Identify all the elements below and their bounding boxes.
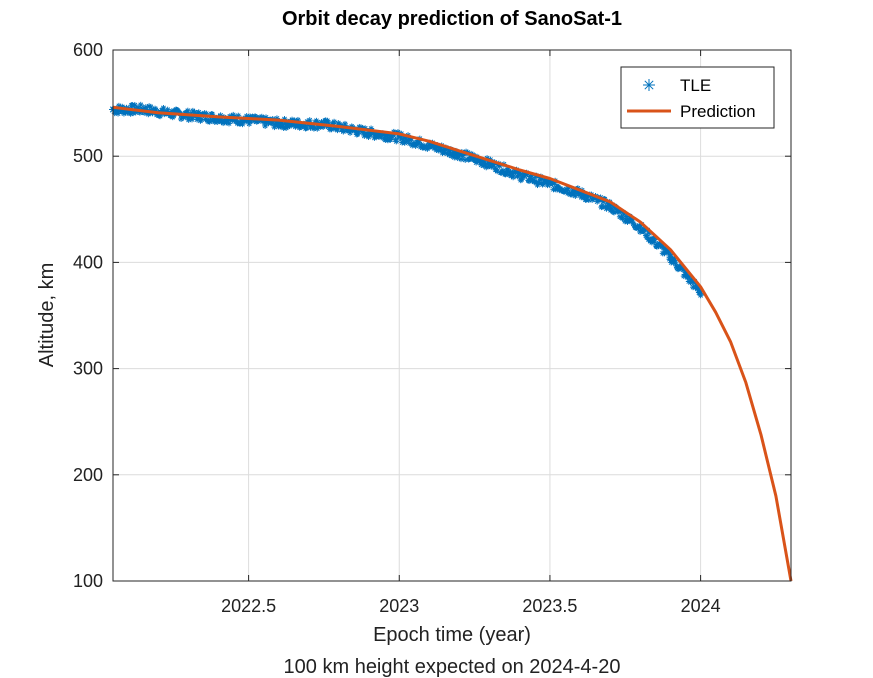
tle-point	[425, 141, 434, 150]
legend-label-prediction: Prediction	[680, 102, 756, 121]
tle-point	[515, 171, 524, 180]
axis-ticks: 2022.5 2023 2023.5 2024 100 200 300 400 500 600	[73, 40, 791, 616]
y-tick-label: 600	[73, 40, 103, 60]
legend-tle-asterisk-icon	[643, 79, 655, 91]
legend-tle-marker	[643, 79, 655, 91]
legend-box	[620, 66, 775, 129]
plot-area	[113, 50, 791, 581]
series-prediction-line	[112, 105, 793, 582]
y-tick-label: 300	[73, 359, 103, 379]
tle-point	[331, 118, 338, 125]
y-tick-label: 500	[73, 146, 103, 166]
series-layer	[109, 101, 793, 582]
x-axis-label: Epoch time (year)	[373, 624, 531, 646]
x-tick-label: 2023	[379, 596, 419, 616]
tle-point	[184, 107, 191, 114]
tle-point	[672, 259, 679, 266]
chart-title: Orbit decay prediction of SanoSat-1	[282, 8, 622, 30]
y-tick-label: 400	[73, 252, 103, 272]
tle-point	[651, 238, 658, 245]
x-tick-label: 2023.5	[522, 596, 577, 616]
tle-point	[666, 253, 675, 262]
legend: TLE Prediction	[620, 66, 775, 129]
y-tick-label: 200	[73, 465, 103, 485]
x-tick-label: 2022.5	[221, 596, 276, 616]
plot-frame	[112, 49, 792, 582]
tle-point	[485, 159, 494, 168]
y-tick-label: 100	[73, 571, 103, 591]
y-axis-label: Altitude, km	[36, 263, 58, 367]
tle-point	[545, 179, 554, 188]
footnote: 100 km height expected on 2024-4-20	[284, 656, 621, 678]
legend-label-tle: TLE	[680, 76, 711, 95]
tle-point	[572, 192, 579, 199]
x-tick-label: 2024	[681, 596, 721, 616]
